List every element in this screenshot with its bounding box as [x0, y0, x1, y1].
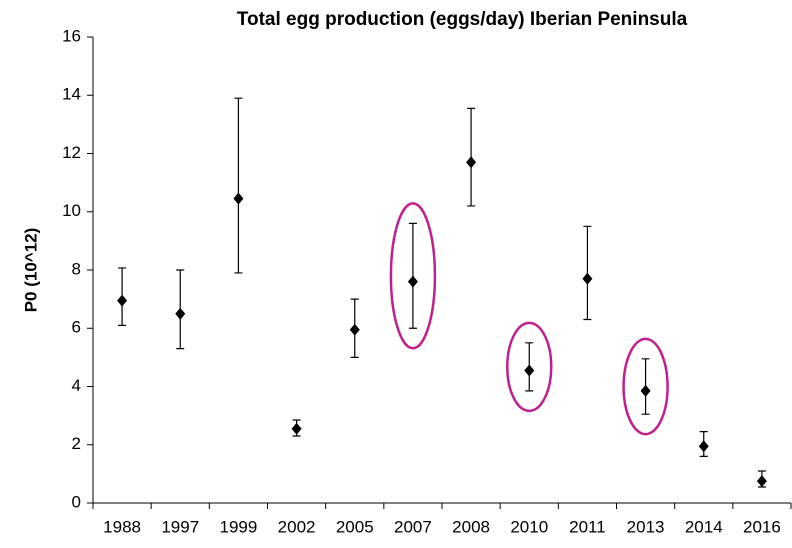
x-tick-label: 2010 — [510, 517, 548, 536]
y-tick-label: 6 — [72, 318, 81, 337]
highlight-ellipse — [389, 202, 437, 350]
x-tick-label: 2008 — [452, 517, 490, 536]
chart-title: Total egg production (eggs/day) Iberian … — [237, 9, 688, 30]
y-axis-label: P0 (10^12) — [21, 228, 40, 313]
y-tick-label: 0 — [72, 492, 81, 511]
x-tick-label: 2016 — [743, 517, 781, 536]
x-tick-label: 1988 — [103, 517, 141, 536]
y-tick-label: 8 — [72, 259, 81, 278]
highlight-ellipse — [622, 337, 669, 436]
highlight-ellipse — [506, 321, 553, 413]
data-point — [582, 272, 593, 285]
y-tick-label: 16 — [62, 26, 81, 45]
y-tick-label: 10 — [62, 201, 81, 220]
x-tick-label: 2002 — [278, 517, 316, 536]
data-point — [175, 307, 186, 320]
data-point — [640, 384, 651, 397]
x-tick-label: 2013 — [627, 517, 665, 536]
x-tick-label: 1997 — [161, 517, 199, 536]
data-point — [291, 422, 302, 435]
x-tick-label: 1999 — [220, 517, 258, 536]
data-point — [698, 440, 709, 453]
x-tick-label: 2014 — [685, 517, 723, 536]
data-point — [117, 294, 128, 307]
y-tick-label: 4 — [72, 376, 81, 395]
data-point — [466, 156, 477, 169]
error-bar — [234, 97, 243, 274]
data-point — [233, 192, 244, 205]
y-tick-label: 2 — [72, 434, 81, 453]
x-tick-label: 2011 — [569, 517, 606, 536]
data-point — [349, 323, 360, 336]
data-point — [524, 364, 535, 377]
x-tick-label: 2005 — [336, 517, 374, 536]
y-tick-label: 12 — [62, 143, 81, 162]
x-tick-label: 2007 — [394, 517, 432, 536]
data-point — [407, 275, 418, 288]
y-tick-label: 14 — [62, 85, 81, 104]
data-point — [756, 475, 767, 488]
